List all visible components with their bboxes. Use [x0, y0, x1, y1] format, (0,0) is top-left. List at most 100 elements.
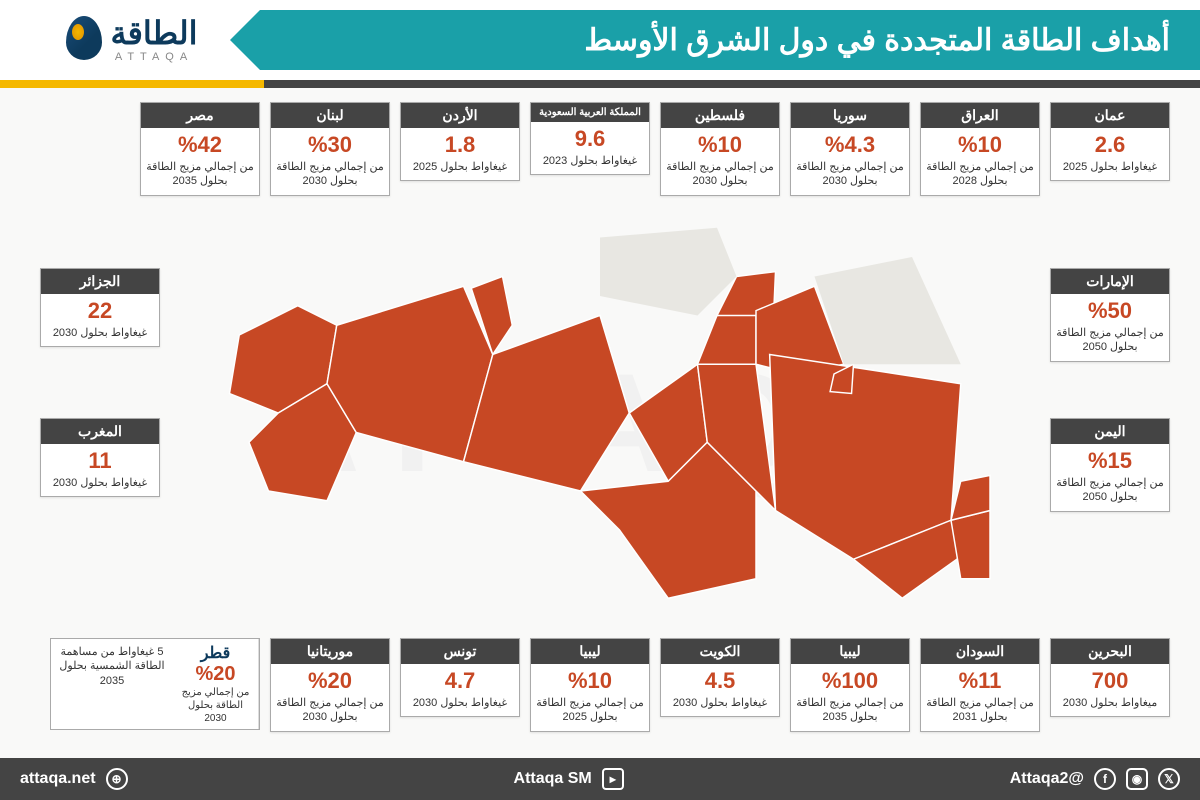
main-area: ATTAQA — [0, 88, 1200, 758]
card-bahrain: البحرين700ميغاواط بحلول 2030 — [1050, 638, 1170, 717]
card-algeria: الجزائر22غيغاواط بحلول 2030 — [40, 268, 160, 347]
youtube-handle: ▸ Attaqa SM — [514, 768, 624, 790]
target-value: %10 — [661, 128, 779, 158]
target-desc: من إجمالي مزيج الطاقة بحلول 2030 — [177, 686, 254, 725]
target-desc: غيغاواط بحلول 2030 — [661, 694, 779, 716]
country-name: فلسطين — [661, 103, 779, 128]
target-desc: من إجمالي مزيج الطاقة بحلول 2031 — [921, 694, 1039, 731]
card-yemen: اليمن%15من إجمالي مزيج الطاقة بحلول 2050 — [1050, 418, 1170, 512]
social-handle: 𝕏 ◉ f @Attaqa2 — [1010, 768, 1180, 790]
country-name: مصر — [141, 103, 259, 128]
target-value: %20 — [271, 664, 389, 694]
youtube-icon: ▸ — [602, 768, 624, 790]
target-value: %10 — [921, 128, 1039, 158]
target-value: 9.6 — [531, 122, 649, 152]
country-name: موريتانيا — [271, 639, 389, 664]
target-value: %50 — [1051, 294, 1169, 324]
logo-english: ATTAQA — [115, 51, 193, 63]
solar-desc: 5 غيغاواط من مساهمة الطاقة الشمسية بحلول… — [57, 645, 167, 688]
card-mauritania: موريتانيا%20من إجمالي مزيج الطاقة بحلول … — [270, 638, 390, 732]
logo-arabic: الطاقة — [110, 17, 197, 49]
country-name: المملكة العربية السعودية — [531, 103, 649, 122]
target-value: 22 — [41, 294, 159, 324]
target-value: 11 — [41, 444, 159, 474]
card-uae: الإمارات%50من إجمالي مزيج الطاقة بحلول 2… — [1050, 268, 1170, 362]
target-desc: من إجمالي مزيج الطاقة بحلول 2030 — [791, 158, 909, 195]
target-desc: من إجمالي مزيج الطاقة بحلول 2035 — [791, 694, 909, 731]
target-value: 2.6 — [1051, 128, 1169, 158]
target-value: 1.8 — [401, 128, 519, 158]
target-desc: من إجمالي مزيج الطاقة بحلول 2050 — [1051, 324, 1169, 361]
country-name: العراق — [921, 103, 1039, 128]
mena-map-icon — [200, 218, 1000, 608]
facebook-icon: f — [1094, 768, 1116, 790]
country-name: الكويت — [661, 639, 779, 664]
target-desc: من إجمالي مزيج الطاقة بحلول 2030 — [271, 694, 389, 731]
target-desc: ميغاواط بحلول 2030 — [1051, 694, 1169, 716]
target-desc: من إجمالي مزيج الطاقة بحلول 2030 — [271, 158, 389, 195]
target-desc: من إجمالي مزيج الطاقة بحلول 2050 — [1051, 474, 1169, 511]
logo-drop-icon — [62, 16, 102, 64]
country-name: السودان — [921, 639, 1039, 664]
country-name: اليمن — [1051, 419, 1169, 444]
card-tunisia: تونس4.7غيغاواط بحلول 2030 — [400, 638, 520, 717]
card-oman: عمان2.6غيغاواط بحلول 2025 — [1050, 102, 1170, 181]
target-desc: غيغاواط بحلول 2023 — [531, 152, 649, 174]
card-jordan: الأردن1.8غيغاواط بحلول 2025 — [400, 102, 520, 181]
target-value: %10 — [531, 664, 649, 694]
card-libya: ليبيا%10من إجمالي مزيج الطاقة بحلول 2025 — [530, 638, 650, 732]
header: أهداف الطاقة المتجددة في دول الشرق الأوس… — [0, 0, 1200, 80]
target-desc: من إجمالي مزيج الطاقة بحلول 2030 — [661, 158, 779, 195]
card-syria: سوريا%4.3من إجمالي مزيج الطاقة بحلول 203… — [790, 102, 910, 196]
target-desc: من إجمالي مزيج الطاقة بحلول 2025 — [531, 694, 649, 731]
target-desc: غيغاواط بحلول 2030 — [401, 694, 519, 716]
target-desc: غيغاواط بحلول 2030 — [41, 474, 159, 496]
target-value: %42 — [141, 128, 259, 158]
globe-icon: ⊕ — [106, 768, 128, 790]
footer: 𝕏 ◉ f @Attaqa2 ▸ Attaqa SM ⊕ attaqa.net — [0, 758, 1200, 800]
country-name: عمان — [1051, 103, 1169, 128]
page-title: أهداف الطاقة المتجددة في دول الشرق الأوس… — [290, 23, 1170, 58]
divider — [0, 80, 1200, 88]
country-name: البحرين — [1051, 639, 1169, 664]
map — [200, 218, 1000, 608]
target-desc: غيغاواط بحلول 2025 — [401, 158, 519, 180]
target-value: 4.7 — [401, 664, 519, 694]
country-name: ليبيا — [531, 639, 649, 664]
card-libya2: ليبيا%100من إجمالي مزيج الطاقة بحلول 203… — [790, 638, 910, 732]
card-lebanon: لبنان%30من إجمالي مزيج الطاقة بحلول 2030 — [270, 102, 390, 196]
country-name: الأردن — [401, 103, 519, 128]
card-iraq: العراق%10من إجمالي مزيج الطاقة بحلول 202… — [920, 102, 1040, 196]
target-value: %100 — [791, 664, 909, 694]
target-value: 4.5 — [661, 664, 779, 694]
card-qatar: قطر %20 من إجمالي مزيج الطاقة بحلول 2030… — [50, 638, 260, 730]
logo: الطاقة ATTAQA — [0, 16, 260, 64]
card-egypt: مصر%42من إجمالي مزيج الطاقة بحلول 2035 — [140, 102, 260, 196]
target-value: %20 — [177, 663, 254, 686]
country-name: قطر — [177, 643, 254, 663]
website: ⊕ attaqa.net — [20, 768, 128, 790]
country-name: ليبيا — [791, 639, 909, 664]
country-name: سوريا — [791, 103, 909, 128]
target-value: %15 — [1051, 444, 1169, 474]
instagram-icon: ◉ — [1126, 768, 1148, 790]
card-sudan: السودان%11من إجمالي مزيج الطاقة بحلول 20… — [920, 638, 1040, 732]
target-value: 700 — [1051, 664, 1169, 694]
target-desc: غيغاواط بحلول 2030 — [41, 324, 159, 346]
country-name: الجزائر — [41, 269, 159, 294]
card-palestine: فلسطين%10من إجمالي مزيج الطاقة بحلول 203… — [660, 102, 780, 196]
target-value: %11 — [921, 664, 1039, 694]
target-desc: غيغاواط بحلول 2025 — [1051, 158, 1169, 180]
card-morocco: المغرب11غيغاواط بحلول 2030 — [40, 418, 160, 497]
card-kuwait: الكويت4.5غيغاواط بحلول 2030 — [660, 638, 780, 717]
title-bar: أهداف الطاقة المتجددة في دول الشرق الأوس… — [260, 10, 1200, 70]
target-desc: من إجمالي مزيج الطاقة بحلول 2028 — [921, 158, 1039, 195]
target-value: %4.3 — [791, 128, 909, 158]
target-value: %30 — [271, 128, 389, 158]
country-name: الإمارات — [1051, 269, 1169, 294]
country-name: لبنان — [271, 103, 389, 128]
twitter-icon: 𝕏 — [1158, 768, 1180, 790]
country-name: المغرب — [41, 419, 159, 444]
country-name: تونس — [401, 639, 519, 664]
target-desc: من إجمالي مزيج الطاقة بحلول 2035 — [141, 158, 259, 195]
